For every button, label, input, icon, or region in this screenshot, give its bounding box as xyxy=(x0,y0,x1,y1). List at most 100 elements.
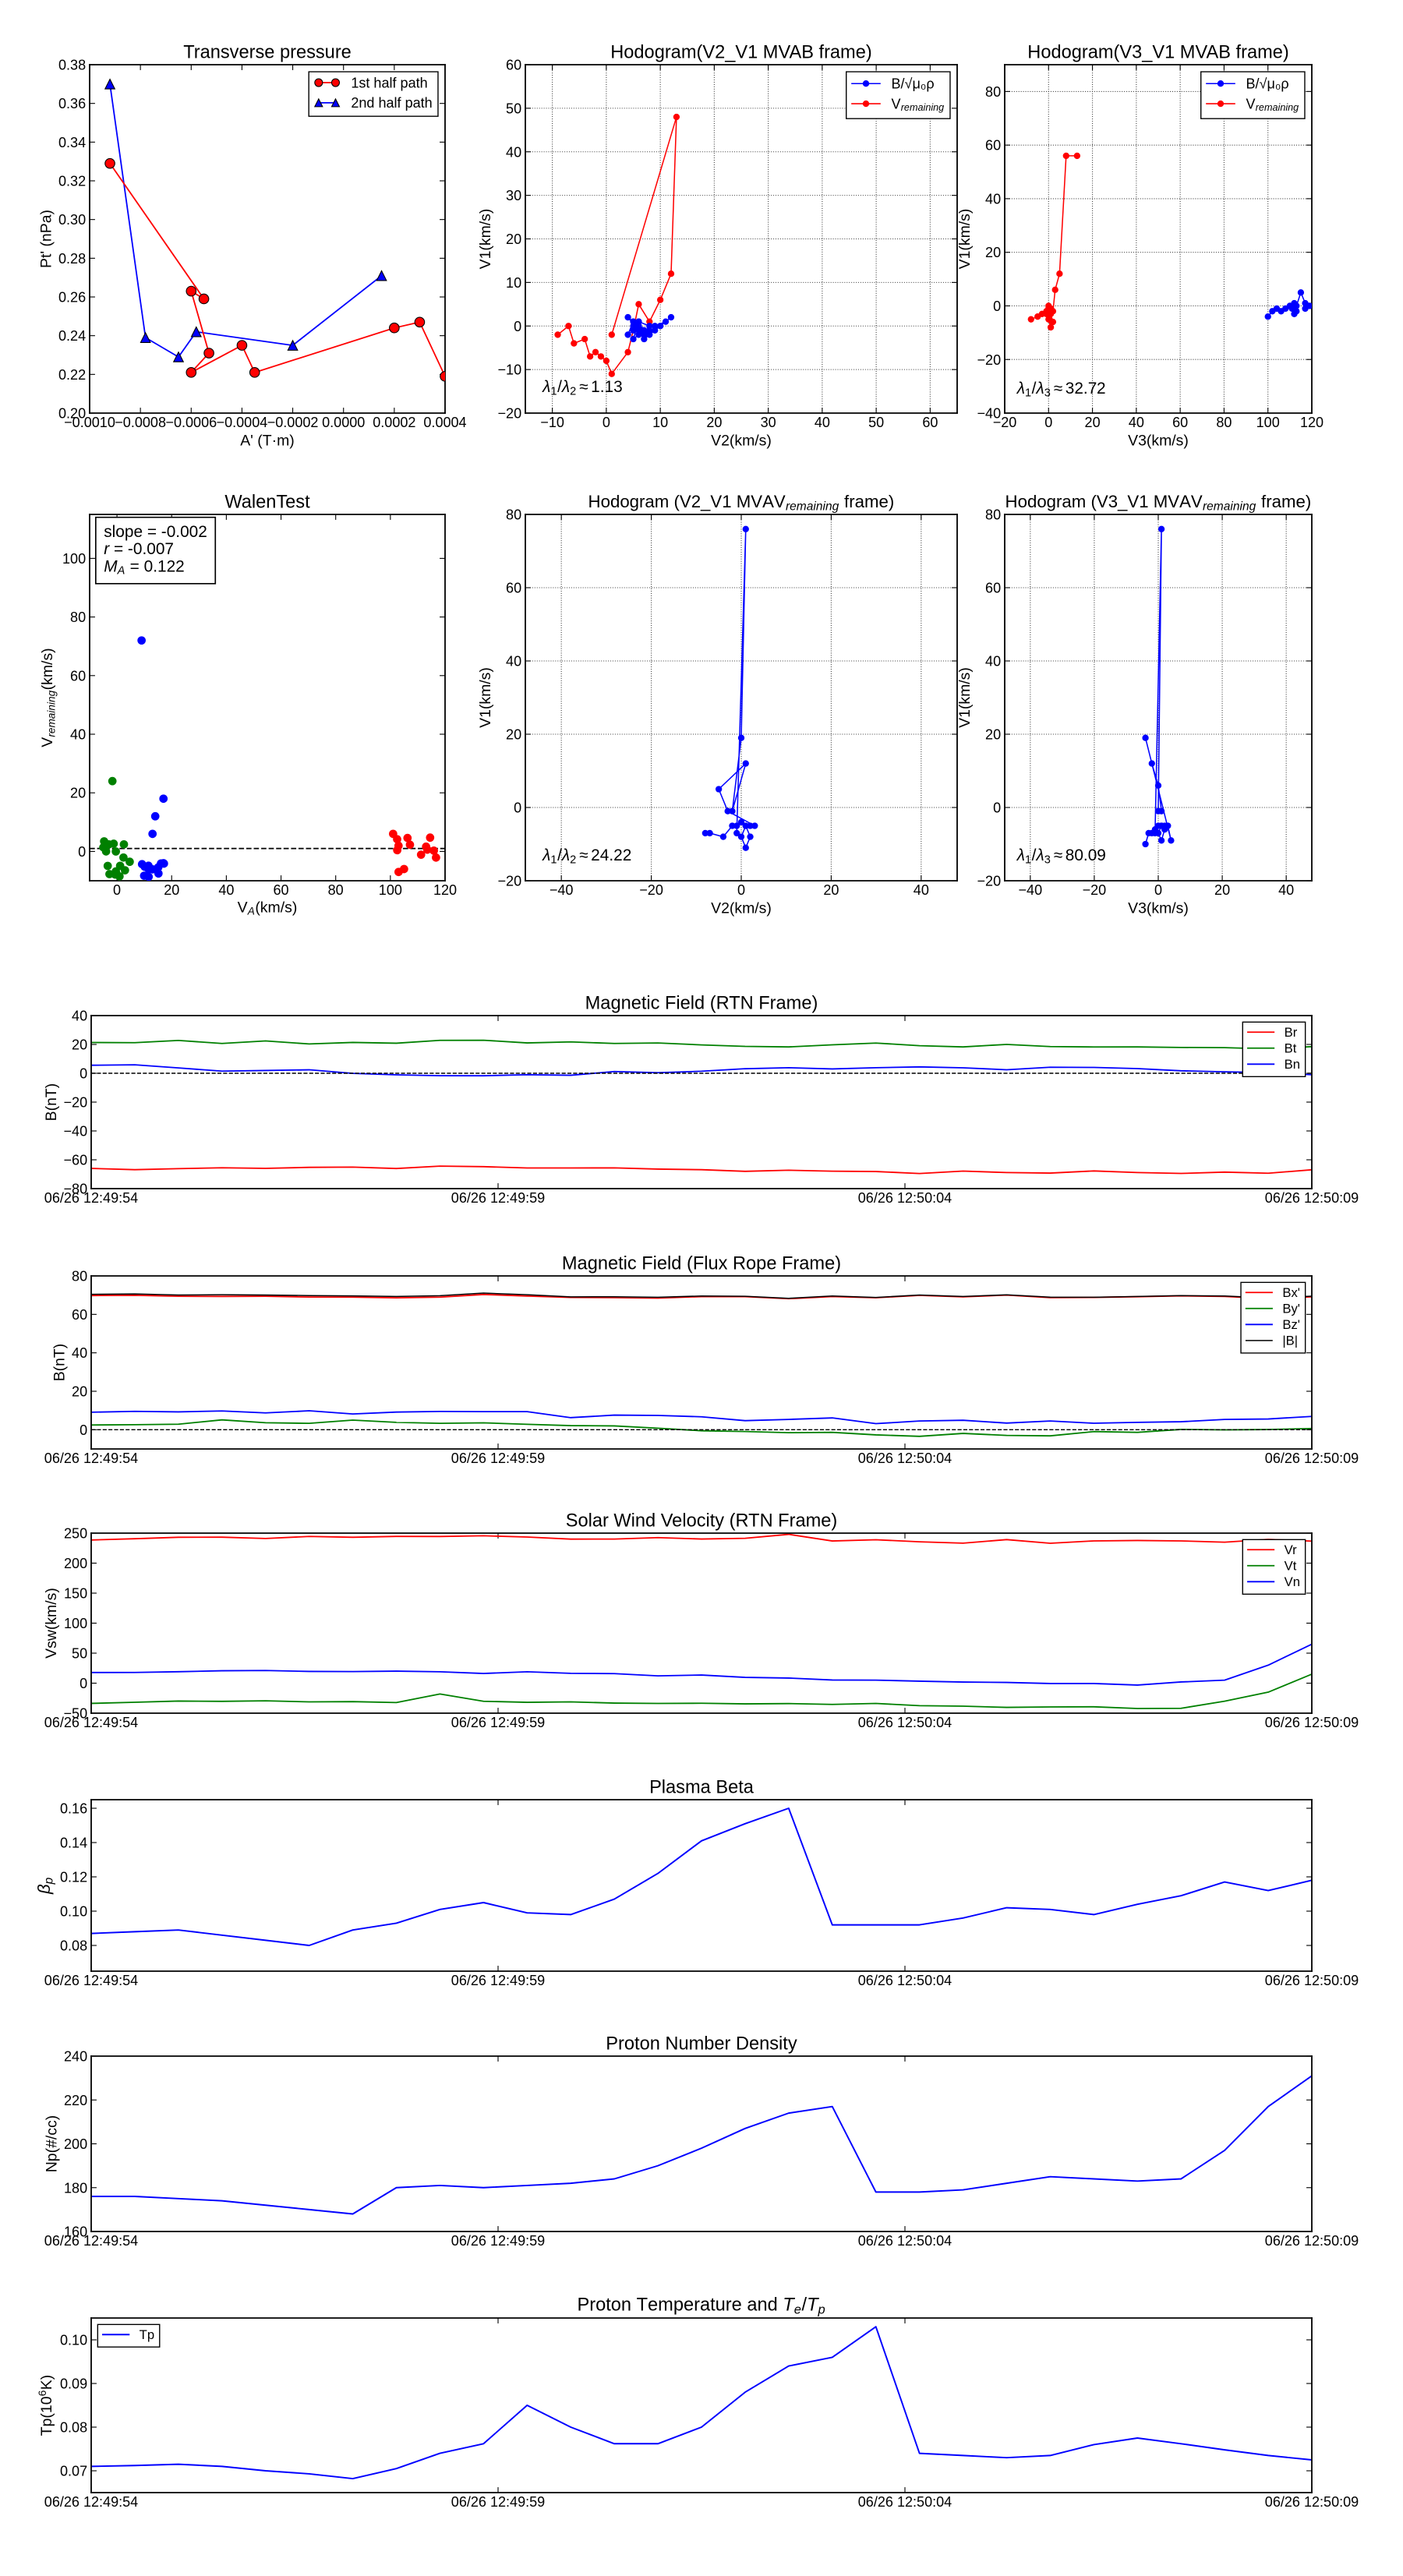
svg-text:Hodogram(V3_V1 MVAB frame): Hodogram(V3_V1 MVAB frame) xyxy=(1027,43,1288,63)
svg-text:−20: −20 xyxy=(977,352,1002,368)
svg-text:Np(#/cc): Np(#/cc) xyxy=(43,2115,60,2172)
svg-text:−0.0006: −0.0006 xyxy=(165,415,217,430)
svg-text:Transverse pressure: Transverse pressure xyxy=(183,43,352,63)
svg-text:Bz': Bz' xyxy=(1282,1317,1300,1332)
svg-text:60: 60 xyxy=(273,882,288,898)
svg-text:M A =: M A = 0 . 1 2 2 xyxy=(104,556,185,578)
svg-text:−10: −10 xyxy=(540,415,564,430)
svg-text:220: 220 xyxy=(64,2093,87,2108)
svg-text:0: 0 xyxy=(603,415,610,430)
svg-text:06/26 12:50:09: 06/26 12:50:09 xyxy=(1265,2494,1359,2510)
svg-text:λ λ 1 2: λ λ 1 2 / ≈ 1 . 1 3 xyxy=(542,376,623,398)
svg-text:40: 40 xyxy=(218,882,234,898)
svg-text:80: 80 xyxy=(506,507,521,523)
svg-text:0: 0 xyxy=(80,1676,87,1691)
svg-text:P r o t: P r o t o n T e m p e r a t u r e a n d … xyxy=(578,2295,825,2318)
svg-text:−20: −20 xyxy=(498,874,522,889)
svg-text:0: 0 xyxy=(737,882,745,898)
svg-text:V3(km/s): V3(km/s) xyxy=(1128,432,1189,449)
svg-text:60: 60 xyxy=(922,415,938,430)
svg-text:−20: −20 xyxy=(639,882,663,898)
svg-text:06/26 12:50:04: 06/26 12:50:04 xyxy=(858,2233,952,2249)
svg-text:0.14: 0.14 xyxy=(60,1836,87,1851)
svg-text:20: 20 xyxy=(706,415,722,430)
svg-text:60: 60 xyxy=(506,58,521,73)
svg-text:20: 20 xyxy=(985,727,1001,743)
svg-text:06/26 12:50:04: 06/26 12:50:04 xyxy=(858,1190,952,1206)
svg-text:250: 250 xyxy=(64,1526,87,1542)
svg-text:B/√μ₀ρ: B/√μ₀ρ xyxy=(892,76,935,92)
svg-text:40: 40 xyxy=(1129,415,1144,430)
svg-text:−50: −50 xyxy=(64,1706,88,1722)
svg-text:06/26 12:49:59: 06/26 12:49:59 xyxy=(451,2494,545,2510)
svg-text:0.0000: 0.0000 xyxy=(322,415,365,430)
svg-text:100: 100 xyxy=(379,882,402,898)
svg-text:Pt' (nPa): Pt' (nPa) xyxy=(37,210,55,268)
svg-text:−0.0004: −0.0004 xyxy=(217,415,268,430)
svg-text:Solar Wind Velocity (RTN Frame: Solar Wind Velocity (RTN Frame) xyxy=(566,1511,838,1532)
svg-text:20: 20 xyxy=(1085,415,1101,430)
svg-text:0.08: 0.08 xyxy=(60,2420,87,2436)
svg-text:0.28: 0.28 xyxy=(58,251,86,267)
svg-text:80: 80 xyxy=(328,882,344,898)
svg-text:06/26 12:49:59: 06/26 12:49:59 xyxy=(451,1973,545,1988)
svg-text:−40: −40 xyxy=(977,406,1002,422)
svg-text:0: 0 xyxy=(514,800,521,816)
svg-text:−20: −20 xyxy=(977,874,1002,889)
svg-text:60: 60 xyxy=(72,1307,87,1323)
svg-text:Bx': Bx' xyxy=(1282,1285,1300,1300)
svg-text:Hodogram(V2_V1 MVAB frame): Hodogram(V2_V1 MVAB frame) xyxy=(610,43,871,63)
svg-text:Br: Br xyxy=(1285,1025,1298,1040)
svg-text:0.16: 0.16 xyxy=(60,1801,87,1817)
svg-text:40: 40 xyxy=(914,882,929,898)
svg-text:06/26 12:50:09: 06/26 12:50:09 xyxy=(1265,1451,1359,1466)
svg-text:0.24: 0.24 xyxy=(58,328,86,344)
svg-text:Plasma Beta: Plasma Beta xyxy=(649,1778,755,1798)
svg-text:0.08: 0.08 xyxy=(60,1938,87,1954)
svg-text:30: 30 xyxy=(506,188,521,203)
svg-text:1st half path: 1st half path xyxy=(351,75,427,90)
svg-text:200: 200 xyxy=(64,1556,87,1571)
svg-text:V3(km/s): V3(km/s) xyxy=(1128,899,1189,917)
svg-text:2nd half path: 2nd half path xyxy=(351,95,432,111)
svg-text:−0.0008: −0.0008 xyxy=(115,415,166,430)
svg-text:−60: −60 xyxy=(64,1153,88,1168)
svg-text:Tp: Tp xyxy=(140,2327,154,2342)
svg-text:0.0004: 0.0004 xyxy=(423,415,466,430)
svg-text:10: 10 xyxy=(652,415,668,430)
svg-text:H o d o: H o d o g r a m ( V 2 _ V 1 M V A V f r … xyxy=(588,492,899,514)
svg-text:0.10: 0.10 xyxy=(60,1904,87,1920)
svg-text:0.32: 0.32 xyxy=(58,174,86,189)
svg-text:240: 240 xyxy=(64,2049,87,2065)
svg-text:40: 40 xyxy=(70,727,86,743)
svg-text:0.10: 0.10 xyxy=(60,2333,87,2348)
svg-text:80: 80 xyxy=(985,84,1001,100)
svg-text:20: 20 xyxy=(72,1037,87,1053)
svg-text:100: 100 xyxy=(64,1616,87,1631)
svg-text:120: 120 xyxy=(1300,415,1323,430)
svg-text:0: 0 xyxy=(1044,415,1052,430)
svg-text:0: 0 xyxy=(113,882,121,898)
svg-text:06/26 12:50:09: 06/26 12:50:09 xyxy=(1265,1973,1359,1988)
svg-text:40: 40 xyxy=(72,1345,87,1361)
svg-text:0: 0 xyxy=(80,1422,87,1438)
svg-text:80: 80 xyxy=(70,610,86,625)
svg-text:0: 0 xyxy=(993,299,1001,314)
svg-text:06/26 12:50:04: 06/26 12:50:04 xyxy=(858,1715,952,1730)
svg-text:20: 20 xyxy=(1214,882,1230,898)
svg-text:0.22: 0.22 xyxy=(58,367,86,383)
svg-text:−40: −40 xyxy=(1019,882,1043,898)
svg-text:06/26 12:49:59: 06/26 12:49:59 xyxy=(451,1190,545,1206)
svg-text:60: 60 xyxy=(1172,415,1188,430)
svg-text:06/26 12:49:54: 06/26 12:49:54 xyxy=(44,1451,138,1466)
svg-text:10: 10 xyxy=(506,275,521,291)
svg-text:Vn: Vn xyxy=(1285,1574,1300,1589)
svg-text:160: 160 xyxy=(64,2224,87,2240)
svg-text:Magnetic Field (RTN Frame): Magnetic Field (RTN Frame) xyxy=(585,994,818,1014)
svg-text:0.38: 0.38 xyxy=(58,58,86,73)
svg-text:V ( k m: V ( k m / s ) r e m a i n i n g xyxy=(37,644,58,747)
svg-text:Proton Number Density: Proton Number Density xyxy=(606,2034,797,2055)
svg-text:100: 100 xyxy=(1256,415,1280,430)
svg-text:60: 60 xyxy=(70,668,86,684)
svg-text:20: 20 xyxy=(70,786,86,801)
